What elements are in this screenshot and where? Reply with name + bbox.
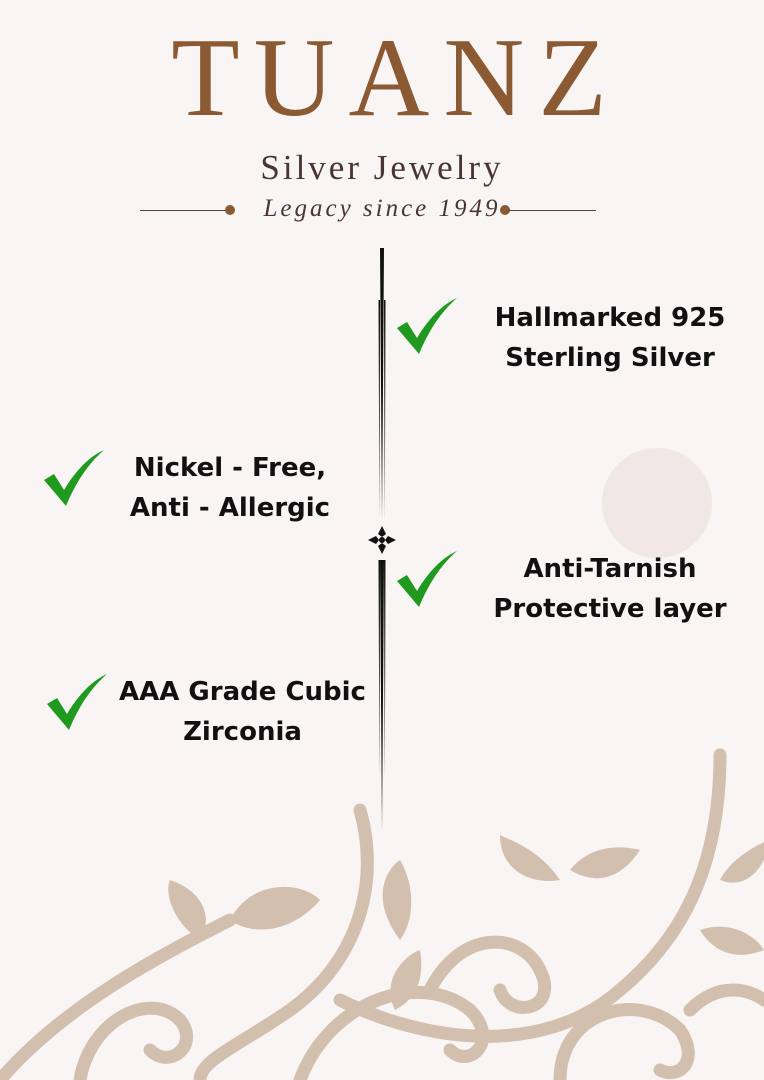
brand-tagline: Legacy since 1949 [263,195,501,222]
feature-line: AAA Grade Cubic [119,677,366,707]
feature-line: Anti - Allergic [129,493,331,523]
divider-dot-right [500,205,510,215]
check-icon [397,551,457,607]
divider-right [508,210,596,211]
feature-line: Hallmarked 925 [494,303,726,333]
feature-cubic-zirconia: AAA Grade Cubic Zirconia [110,672,375,752]
leaf-decoration [168,835,764,1010]
feature-anti-tarnish: Anti-Tarnish Protective layer [470,549,750,629]
vine-decoration [0,748,764,1080]
feature-line: Anti-Tarnish [523,554,697,584]
brand-subtitle: Silver Jewelry [260,148,504,187]
brand-logo: TUANZ [171,16,621,140]
ornament-icon [368,526,396,554]
check-icon [397,298,457,354]
feature-line: Protective layer [493,594,727,624]
feature-line: Zirconia [183,717,302,747]
decorative-circle [602,448,712,558]
check-icon [44,450,104,506]
feature-nickel-free: Nickel - Free, Anti - Allergic [100,448,360,528]
divider-dot-left [225,205,235,215]
feature-line: Sterling Silver [505,343,715,373]
check-icon [47,674,107,730]
divider-left [140,210,228,211]
feature-hallmarked: Hallmarked 925 Sterling Silver [470,298,750,378]
feature-line: Nickel - Free, [133,453,327,483]
